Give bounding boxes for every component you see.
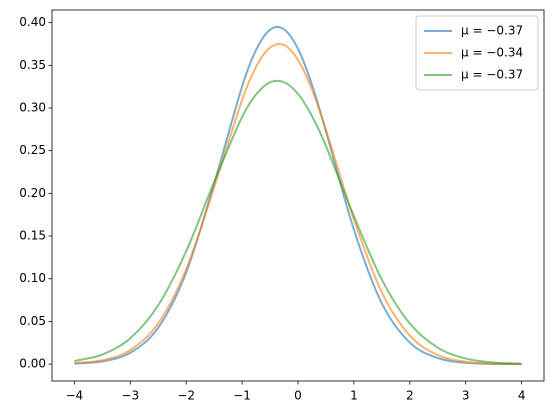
y-tick-label: 0.00 — [19, 357, 46, 371]
legend-label: μ = −0.34 — [461, 46, 523, 60]
x-tick-label: −4 — [66, 389, 84, 403]
y-tick-label: 0.25 — [19, 143, 46, 157]
line-series — [74, 79, 522, 365]
x-tick-label: −3 — [121, 389, 139, 403]
y-tick-label: 0.40 — [19, 15, 46, 29]
line-series — [74, 43, 522, 366]
x-tick-label: 3 — [462, 389, 470, 403]
plot-frame — [51, 9, 545, 382]
x-tick-label: 1 — [350, 389, 358, 403]
y-tick-label: 0.05 — [19, 314, 46, 328]
y-tick-label: 0.30 — [19, 101, 46, 115]
legend-label: μ = −0.37 — [461, 68, 523, 82]
legend-label: μ = −0.37 — [461, 24, 523, 38]
x-tick-label: 4 — [518, 389, 526, 403]
x-tick-label: −1 — [233, 389, 251, 403]
x-tick-label: 0 — [294, 389, 302, 403]
x-tick-label: 2 — [406, 389, 414, 403]
y-tick-label: 0.10 — [19, 271, 46, 285]
legend-box — [415, 15, 539, 91]
x-tick-label: −2 — [177, 389, 195, 403]
y-tick-label: 0.15 — [19, 229, 46, 243]
y-tick-label: 0.20 — [19, 186, 46, 200]
y-tick-label: 0.35 — [19, 58, 46, 72]
line-series — [74, 26, 522, 366]
